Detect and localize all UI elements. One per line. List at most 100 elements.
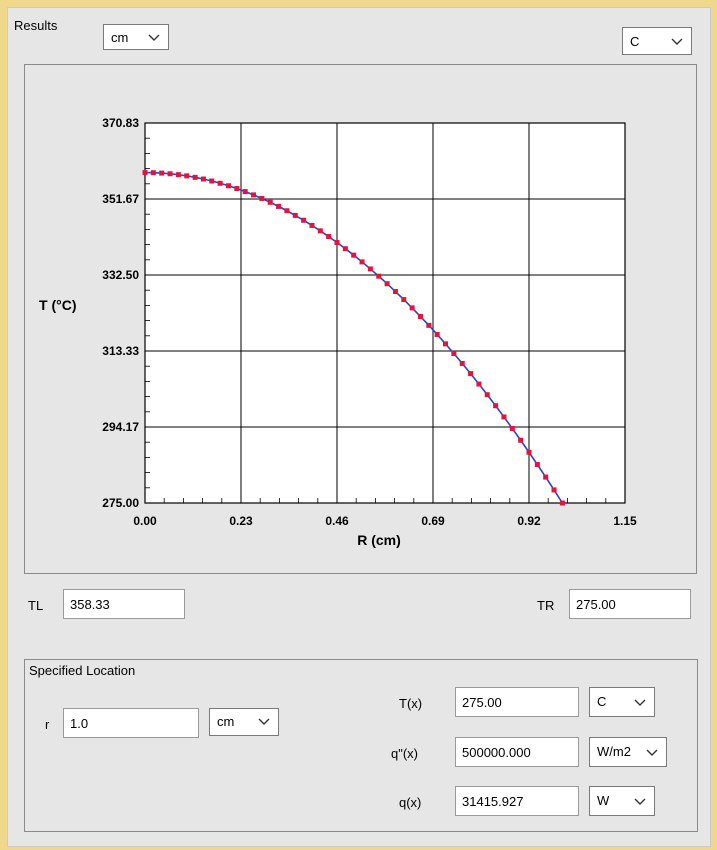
chevron-down-icon [646,749,658,756]
qpp-unit-select[interactable]: W/m2 [589,737,667,767]
specified-location-group: Specified Location r cm T(x) C q"(x) W/m… [24,659,698,832]
temperature-unit-value: C [630,34,640,49]
data-point [476,381,482,387]
data-point [192,174,198,180]
r-unit-select[interactable]: cm [209,708,279,736]
x-axis-label: R (cm) [357,532,401,548]
data-point [251,192,257,198]
data-point [559,500,565,506]
data-point [217,180,223,186]
chevron-down-icon [671,38,683,45]
tx-unit-value: C [597,694,607,709]
data-point [351,252,357,258]
r-field[interactable] [63,708,199,738]
data-point [417,314,423,320]
q-unit-value: W [597,793,610,808]
data-point [167,171,173,177]
specified-location-title: Specified Location [29,663,136,678]
x-tick-label: 0.92 [517,514,541,528]
data-point [501,414,507,420]
qpp-label: q"(x) [391,746,419,761]
data-point [225,183,231,189]
data-point [284,208,290,214]
q-field[interactable] [455,786,579,816]
data-point [468,371,474,377]
tx-label: T(x) [399,696,423,711]
data-point [409,305,415,311]
tx-unit-select[interactable]: C [589,687,655,717]
y-tick-label: 370.83 [102,116,139,130]
qpp-unit-value: W/m2 [597,744,631,759]
data-point [367,266,373,272]
y-axis-label: T (°C) [39,297,76,313]
data-point [526,449,532,455]
length-unit-select[interactable]: cm [103,24,169,50]
q-unit-select[interactable]: W [589,786,655,816]
data-point [543,474,549,480]
results-title: Results [14,18,58,33]
length-unit-value: cm [111,30,129,45]
tr-field[interactable] [569,589,691,619]
data-point [459,360,465,366]
tl-field[interactable] [63,589,185,619]
data-point [317,228,323,234]
data-point [434,331,440,337]
qpp-field[interactable] [455,737,579,767]
data-point [292,212,298,218]
data-point [426,322,432,328]
data-point [184,173,190,179]
data-point [384,281,390,287]
x-tick-label: 0.69 [421,514,445,528]
data-point [493,403,499,409]
data-point [359,259,365,265]
data-point [518,437,524,443]
data-point [451,351,457,357]
data-point [551,487,557,493]
data-point [392,289,398,295]
data-point [326,234,332,240]
y-tick-label: 351.67 [102,192,139,206]
data-point [309,222,315,228]
y-tick-label: 313.33 [102,344,139,358]
data-point [267,199,273,205]
data-point [209,178,215,184]
chevron-down-icon [148,34,160,41]
data-point [401,297,407,303]
y-tick-label: 332.50 [102,268,139,282]
y-tick-label: 294.17 [102,420,139,434]
data-point [234,186,240,192]
temperature-unit-select[interactable]: C [622,27,692,55]
tl-label: TL [28,598,44,613]
chevron-down-icon [634,798,646,805]
data-point [334,239,340,245]
data-point [175,172,181,178]
chart-frame: 0.00 0.23 0.46 0.69 0.92 1.15 275.00 294.17 313.… [24,64,697,574]
data-point [376,273,382,279]
results-panel: Results cm C 0.00 0.23 0.46 0.69 0.92 1.15 275… [7,7,711,847]
data-point [150,170,156,176]
temperature-chart: 0.00 0.23 0.46 0.69 0.92 1.15 275.00 294.17 313.… [39,116,637,548]
x-tick-label: 1.15 [613,514,637,528]
data-point [443,341,449,347]
x-tick-label: 0.23 [229,514,253,528]
data-point [159,170,165,176]
data-point [509,425,515,431]
plot-area [144,122,626,504]
data-point [259,195,265,201]
r-label: r [45,717,50,732]
chevron-down-icon [258,718,270,725]
data-point [484,392,490,398]
y-tick-label: 275.00 [102,496,139,510]
data-point [200,176,206,182]
x-tick-label: 0.46 [325,514,349,528]
x-tick-label: 0.00 [133,514,157,528]
tx-field[interactable] [455,687,579,717]
data-point [534,462,540,468]
data-point [242,189,248,195]
chevron-down-icon [634,699,646,706]
data-point [276,203,282,209]
q-label: q(x) [399,795,422,810]
data-point [142,170,148,176]
tr-label: TR [537,598,555,613]
data-point [342,246,348,252]
